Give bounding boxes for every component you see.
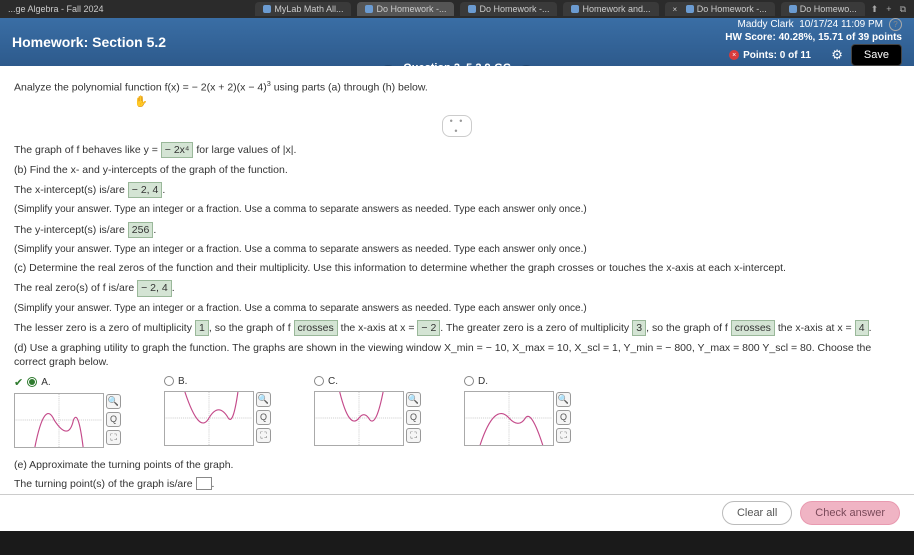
cursor-icon: ✋ [134, 95, 148, 110]
x-intercept-line: The x-intercept(s) is/are − 2, 4. [14, 182, 900, 198]
graph-d: 🔍Q⛶ [464, 391, 554, 446]
part-c-label: (c) Determine the real zeros of the func… [14, 261, 900, 275]
share-icon[interactable]: ⬆ [871, 4, 879, 15]
tab-icon [686, 5, 694, 13]
tab-icon [789, 5, 797, 13]
zoom-in-icon[interactable]: 🔍 [106, 394, 121, 409]
copy-icon[interactable]: ⧉ [900, 4, 906, 15]
radio-d[interactable] [464, 376, 474, 386]
zoom-out-icon[interactable]: Q [256, 410, 271, 425]
tab-hw-5[interactable]: Do Homewo... [781, 2, 865, 16]
course-label: ...ge Algebra - Fall 2024 [8, 4, 104, 14]
gear-icon[interactable]: ⚙ [827, 47, 843, 63]
clear-all-button[interactable]: Clear all [722, 501, 792, 525]
tab-icon [263, 5, 271, 13]
answer-y-intercept[interactable]: 256 [128, 222, 154, 238]
tab-hw-3[interactable]: Homework and... [563, 2, 658, 16]
tab-hw-1[interactable]: Do Homework -... [357, 2, 454, 16]
collapse-toggle[interactable]: • • • [442, 115, 472, 137]
graph-options: ✔A. 🔍Q⛶ B. 🔍Q⛶ C. 🔍Q⛶ D. [14, 376, 900, 448]
simplify-note-2: (Simplify your answer. Type an integer o… [14, 243, 900, 257]
expand-icon[interactable]: ⛶ [256, 428, 271, 443]
zoom-out-icon[interactable]: Q [406, 410, 421, 425]
tab-icon [571, 5, 579, 13]
tab-icon [468, 5, 476, 13]
tab-hw-2[interactable]: Do Homework -... [460, 2, 557, 16]
graph-a: 🔍Q⛶ [14, 393, 104, 448]
graph-option-b[interactable]: B. 🔍Q⛶ [164, 376, 254, 446]
zoom-out-icon[interactable]: Q [106, 412, 121, 427]
close-icon[interactable]: × [673, 5, 678, 14]
zoom-in-icon[interactable]: 🔍 [406, 392, 421, 407]
prompt-line: Analyze the polynomial function f(x) = −… [14, 79, 900, 110]
check-icon: ✔ [14, 376, 23, 389]
answer-lesser-mult[interactable]: 1 [195, 320, 209, 336]
help-icon[interactable]: ? [889, 18, 902, 31]
homework-title: Homework: Section 5.2 [12, 34, 166, 50]
zoom-out-icon[interactable]: Q [556, 410, 571, 425]
behaves-line: The graph of f behaves like y = − 2x⁴ fo… [14, 142, 900, 158]
y-intercept-line: The y-intercept(s) is/are 256. [14, 222, 900, 238]
answer-greater-mult[interactable]: 3 [632, 320, 646, 336]
graph-c: 🔍Q⛶ [314, 391, 404, 446]
answer-turning-points[interactable] [196, 477, 212, 490]
real-zeros-line: The real zero(s) of f is/are − 2, 4. [14, 280, 900, 296]
part-d-label: (d) Use a graphing utility to graph the … [14, 341, 900, 369]
part-b-label: (b) Find the x- and y-intercepts of the … [14, 163, 900, 177]
hw-score: HW Score: 40.28%, 15.71 of 39 points [725, 31, 902, 44]
zoom-in-icon[interactable]: 🔍 [256, 392, 271, 407]
expand-icon[interactable]: ⛶ [556, 428, 571, 443]
points: Points: 0 of 11 [743, 49, 811, 62]
answer-lesser-x[interactable]: − 2 [417, 320, 440, 336]
multiplicity-line: The lesser zero is a zero of multiplicit… [14, 320, 900, 336]
answer-x-intercepts[interactable]: − 2, 4 [128, 182, 163, 198]
homework-header: Homework: Section 5.2 ‹ Question 2, 5.2.… [0, 18, 914, 66]
radio-a[interactable] [27, 377, 37, 387]
simplify-note-1: (Simplify your answer. Type an integer o… [14, 203, 900, 217]
answer-greater-cross[interactable]: crosses [731, 320, 775, 336]
user-name: Maddy Clark [738, 19, 794, 30]
simplify-note-3: (Simplify your answer. Type an integer o… [14, 302, 900, 316]
graph-option-d[interactable]: D. 🔍Q⛶ [464, 376, 554, 446]
save-button[interactable]: Save [851, 44, 902, 66]
radio-c[interactable] [314, 376, 324, 386]
answer-lesser-cross[interactable]: crosses [294, 320, 338, 336]
footer-bar: Clear all Check answer [0, 494, 914, 531]
graph-b: 🔍Q⛶ [164, 391, 254, 446]
graph-option-a[interactable]: ✔A. 🔍Q⛶ [14, 376, 104, 448]
part-e-label: (e) Approximate the turning points of th… [14, 458, 900, 472]
question-content: Analyze the polynomial function f(x) = −… [0, 66, 914, 531]
answer-greater-x[interactable]: 4 [855, 320, 869, 336]
incorrect-icon: × [729, 50, 739, 60]
tab-mylab[interactable]: MyLab Math All... [255, 2, 351, 16]
turning-point-line: The turning point(s) of the graph is/are… [14, 477, 900, 491]
answer-end-behavior[interactable]: − 2x⁴ [161, 142, 194, 158]
expand-icon[interactable]: ⛶ [106, 430, 121, 445]
answer-real-zeros[interactable]: − 2, 4 [137, 280, 172, 296]
expand-icon[interactable]: ⛶ [406, 428, 421, 443]
tab-hw-4[interactable]: × Do Homework -... [665, 2, 775, 16]
plus-icon[interactable]: + [886, 4, 891, 15]
zoom-in-icon[interactable]: 🔍 [556, 392, 571, 407]
graph-option-c[interactable]: C. 🔍Q⛶ [314, 376, 404, 446]
radio-b[interactable] [164, 376, 174, 386]
check-answer-button[interactable]: Check answer [800, 501, 900, 525]
datetime: 10/17/24 11:09 PM [799, 19, 883, 30]
tab-icon [365, 5, 373, 13]
browser-tab-strip: ...ge Algebra - Fall 2024 MyLab Math All… [0, 0, 914, 18]
